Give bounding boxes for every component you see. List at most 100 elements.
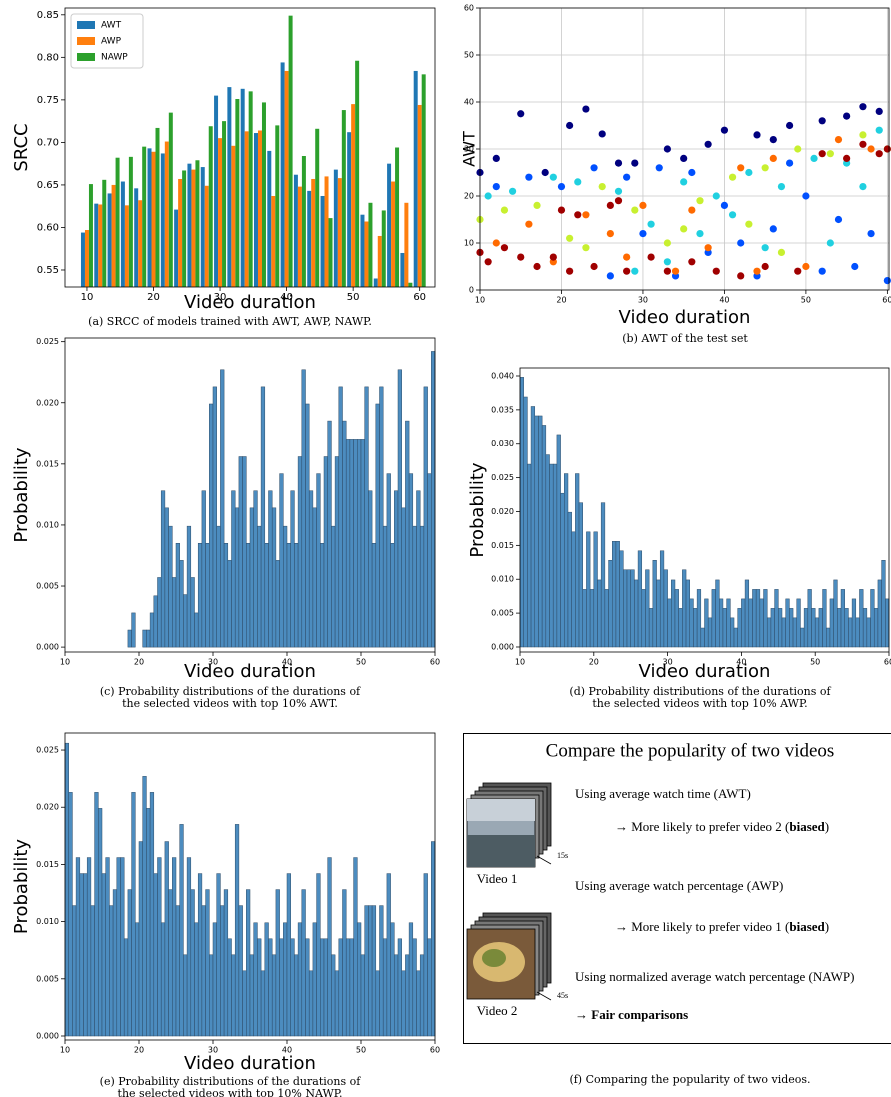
point (680, 225, 688, 233)
bar (98, 204, 103, 287)
bar (128, 156, 133, 287)
x-axis-label: Video duration (639, 661, 771, 682)
point (639, 201, 647, 209)
y-tick-label: 0.020 (491, 507, 514, 516)
x-tick-label: 40 (719, 296, 729, 305)
point (769, 225, 777, 233)
x-tick-label: 20 (556, 296, 566, 305)
histogram-bar (730, 617, 735, 648)
histogram-bar (64, 742, 69, 1037)
histogram-bar (142, 776, 147, 1037)
bar (351, 104, 356, 288)
bar (214, 95, 219, 287)
y-tick-label: 0.85 (37, 10, 59, 21)
result-text: ) (825, 819, 829, 834)
bar (404, 202, 409, 287)
histogram-bar (811, 608, 816, 648)
bar (200, 167, 205, 287)
y-tick-label: 0.010 (36, 917, 59, 926)
x-tick-label: 60 (413, 292, 426, 303)
bar (218, 138, 223, 287)
histogram-bar (519, 377, 524, 648)
y-axis-label: SRCC (11, 123, 32, 171)
histogram-bar (127, 889, 132, 1037)
histogram-bar (305, 938, 310, 1037)
histogram-bar (297, 922, 303, 1037)
histogram-bar (394, 954, 399, 1037)
x-tick-label: 60 (430, 658, 440, 667)
histogram-bar (401, 507, 406, 648)
point (566, 121, 574, 130)
x-tick-label: 10 (60, 658, 70, 667)
x-tick-label: 20 (589, 658, 599, 667)
video-1-stack (466, 782, 552, 868)
bar (182, 170, 187, 287)
histogram-bar (567, 511, 572, 648)
histogram-bar (401, 970, 406, 1037)
histogram-bar (615, 541, 620, 648)
bar (80, 232, 85, 287)
bar (373, 278, 378, 287)
point (500, 244, 509, 252)
point (720, 126, 729, 134)
bar (391, 181, 396, 287)
bar (387, 163, 392, 287)
bar (134, 188, 139, 287)
bar (307, 190, 312, 287)
histogram-bar (212, 386, 217, 648)
histogram-bar (116, 857, 121, 1037)
histogram-bar (153, 595, 158, 648)
histogram-bar (408, 473, 414, 648)
histogram-bar (123, 938, 129, 1037)
point (794, 267, 802, 275)
y-tick-label: 0.025 (36, 337, 59, 346)
y-tick-label: 0.000 (36, 1031, 59, 1040)
y-tick-label: 0.005 (36, 582, 59, 591)
point (484, 258, 492, 266)
histogram-bar (608, 560, 613, 648)
histogram-bar (667, 598, 672, 648)
point (704, 140, 712, 148)
bar (271, 195, 276, 287)
point (810, 154, 818, 162)
point (704, 244, 712, 252)
histogram-bar (405, 420, 410, 648)
caption: the selected videos with top 10% NAWP. (118, 1087, 343, 1097)
histogram-bar (283, 922, 288, 1037)
point (500, 206, 509, 214)
x-tick-label: 50 (356, 1046, 366, 1055)
point (769, 154, 777, 162)
result-text: ) (825, 919, 829, 934)
bar (395, 147, 400, 287)
point (631, 267, 639, 275)
point (859, 183, 867, 191)
histogram-bar (157, 577, 162, 648)
point (680, 178, 688, 186)
bar (174, 209, 179, 287)
bar (280, 62, 285, 287)
histogram-bar (308, 970, 314, 1037)
result-line: → More likely to prefer video 2 (biased) (615, 819, 829, 834)
histogram-bar (275, 560, 280, 648)
histogram-bar (770, 608, 775, 648)
histogram-bar (231, 490, 236, 648)
histogram-bar (94, 792, 99, 1037)
histogram-bar (253, 490, 258, 648)
histogram-bar (120, 857, 125, 1037)
histogram-bar (131, 612, 136, 648)
histogram-bar (707, 617, 713, 648)
point (777, 248, 786, 256)
plot-frame (64, 732, 436, 1041)
caption: (f) Comparing the popularity of two vide… (569, 1073, 810, 1086)
histogram-bar (168, 889, 173, 1037)
histogram-bar (564, 473, 569, 648)
point (582, 105, 590, 113)
histogram-bar (427, 473, 432, 648)
y-tick-label: 60 (464, 4, 474, 13)
histogram-bar (246, 889, 251, 1037)
histogram-bar (364, 905, 369, 1037)
histogram-bar (353, 857, 358, 1037)
histogram-bar (733, 627, 738, 648)
histogram-bar (279, 938, 284, 1037)
histogram-bar (190, 577, 195, 648)
